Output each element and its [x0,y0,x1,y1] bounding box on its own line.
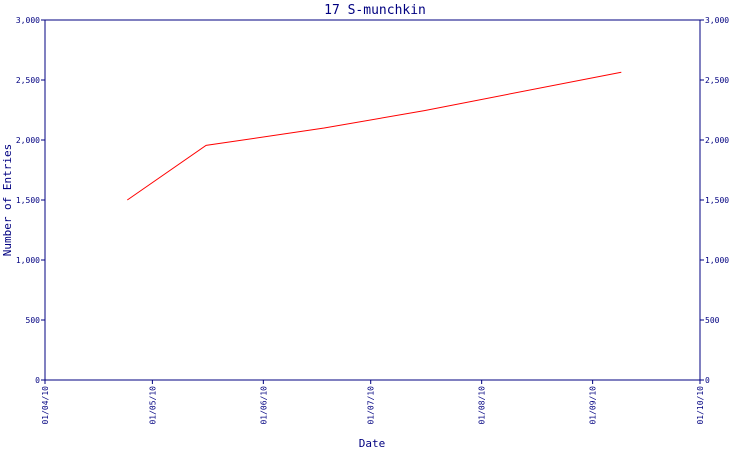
series-line [127,71,622,201]
x-tick-label: 01/05/10 [148,386,157,425]
y-axis-right: 0 500 1,000 1,500 2,000 2,500 3,000 [700,16,729,385]
x-tick-label: 01/10/10 [696,386,705,425]
y-tick-label-right: 1,000 [705,256,729,265]
y-tick-label-left: 2,500 [16,76,40,85]
y-tick-label-right: 2,000 [705,136,729,145]
y-tick-label-right: 0 [705,376,710,385]
chart-title: 17 S-munchkin [324,3,426,18]
y-tick-label-left: 500 [26,316,41,325]
y-tick-label-right: 2,500 [705,76,729,85]
y-axis-label: Number of Entries [1,144,14,257]
series-layer [127,71,622,201]
y-tick-label-left: 1,500 [16,196,40,205]
x-tick-label: 01/04/10 [41,386,50,425]
plot-frame [44,19,701,381]
y-tick-label-right: 1,500 [705,196,729,205]
x-tick-label: 01/08/10 [478,386,487,425]
x-axis-label: Date [359,437,386,450]
y-tick-label-right: 500 [705,316,720,325]
y-tick-label-left: 3,000 [16,16,40,25]
y-tick-label-right: 3,000 [705,16,729,25]
y-tick-label-left: 1,000 [16,256,40,265]
y-tick-label-left: 2,000 [16,136,40,145]
x-tick-label: 01/07/10 [367,386,376,425]
x-tick-label: 01/09/10 [589,386,598,425]
x-tick-label: 01/06/10 [259,386,268,425]
y-tick-label-left: 0 [35,376,40,385]
y-axis-left: 0 500 1,000 1,500 2,000 2,500 3,000 [16,16,45,385]
x-axis: 01/04/10 01/05/10 01/06/10 01/07/10 01/08/10… [41,380,705,425]
